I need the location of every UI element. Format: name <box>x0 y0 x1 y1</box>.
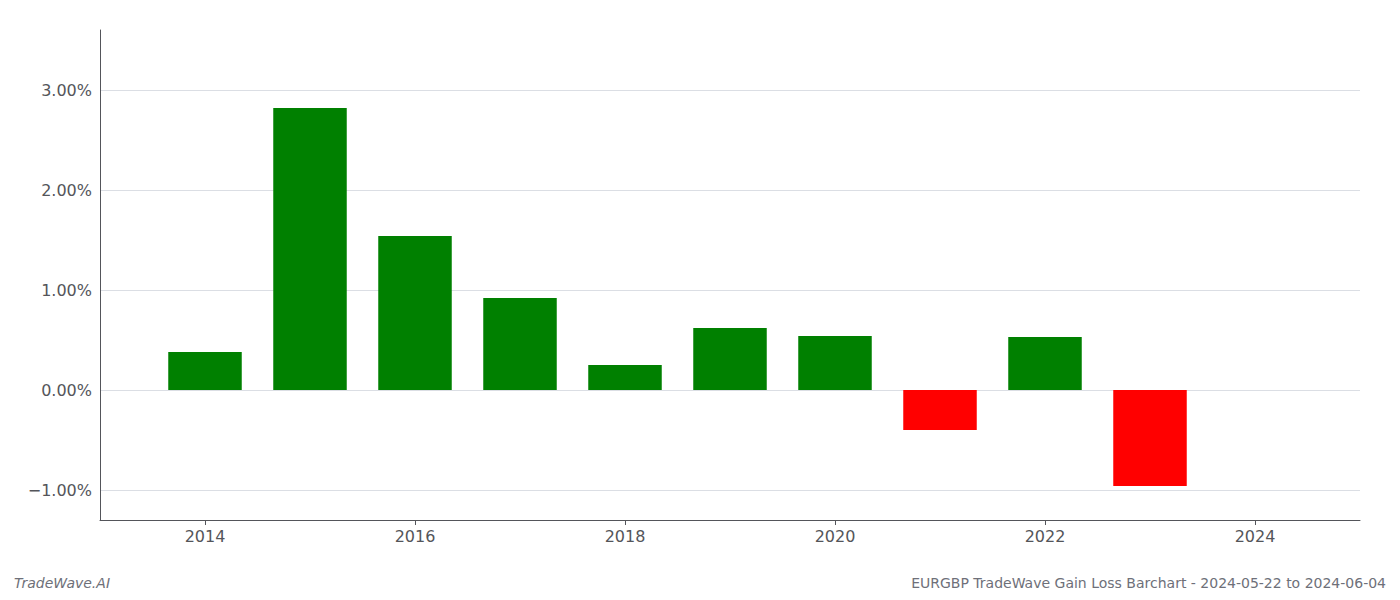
svg-text:2020: 2020 <box>815 527 856 546</box>
svg-text:1.00%: 1.00% <box>41 281 92 300</box>
svg-text:2022: 2022 <box>1025 527 1066 546</box>
svg-text:−1.00%: −1.00% <box>28 481 92 500</box>
svg-text:2016: 2016 <box>395 527 436 546</box>
svg-text:2018: 2018 <box>605 527 646 546</box>
svg-text:2.00%: 2.00% <box>41 181 92 200</box>
svg-text:EURGBP TradeWave Gain Loss Bar: EURGBP TradeWave Gain Loss Barchart - 20… <box>911 575 1386 591</box>
svg-text:TradeWave.AI: TradeWave.AI <box>14 575 110 591</box>
svg-text:2024: 2024 <box>1235 527 1276 546</box>
svg-text:0.00%: 0.00% <box>41 381 92 400</box>
svg-text:2014: 2014 <box>185 527 226 546</box>
svg-text:3.00%: 3.00% <box>41 81 92 100</box>
